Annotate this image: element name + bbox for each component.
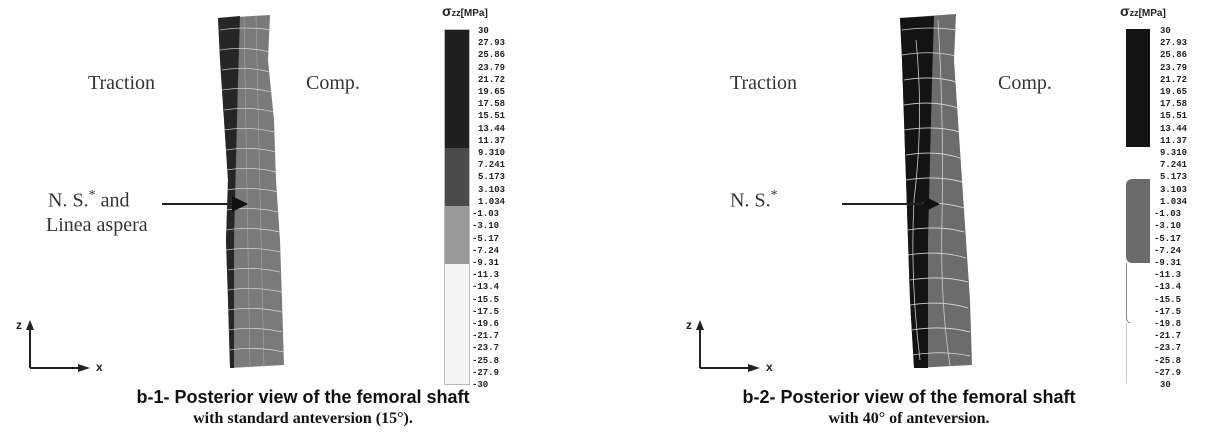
legend-value: -23.7 [472,343,500,354]
asterisk-marker: * [770,188,778,203]
legend-value: 9.310 [478,148,506,159]
legend-value: -13.4 [1154,282,1182,293]
traction-label: Traction [88,72,156,94]
legend-value: -19.8 [1154,318,1182,329]
legend-value: -19.6 [472,318,500,329]
legend-value: -7.24 [472,245,500,256]
neutral-surface-label: N. S.* [730,188,778,212]
legend-value: -17.5 [472,306,500,317]
legend-value: 27.93 [1160,38,1188,49]
legend-value: -1.03 [472,209,500,220]
legend-value: -3.10 [472,221,500,232]
legend-value: -21.7 [472,331,500,342]
legend-value: 3.103 [1160,184,1188,195]
pointer-arrow-line [842,203,926,205]
legend-value: 30 [1160,380,1171,390]
legend-color-scale [1126,29,1151,383]
legend-value: 19.65 [478,87,506,98]
legend-value: -27.9 [472,367,500,378]
femoral-shaft-image-b1 [218,15,285,369]
legend-value: 21.72 [478,74,506,85]
legend-value: 7.241 [478,160,506,171]
legend-value: -13.4 [472,282,500,293]
legend-value: 27.93 [478,38,506,49]
legend-value: -27.9 [1154,367,1182,378]
legend-value: 5.173 [478,172,506,183]
axes-arrows-icon [26,320,90,372]
neutral-surface-label: N. S.* and [48,188,130,212]
asterisk-marker: * [88,188,96,203]
legend-value: 13.44 [478,123,506,134]
legend-title: σzz[MPa] [442,3,488,19]
legend-value: 11.37 [1160,135,1188,146]
legend-value: 25.86 [1160,50,1188,61]
legend-value: -21.7 [1154,331,1182,342]
panel-b2: Traction Comp. N. S.* z x σzz[MPa] 30 27.… [606,0,1212,441]
legend-value: -1.03 [1154,209,1182,220]
legend-value: 3.103 [478,184,506,195]
legend-value: 30 [478,26,489,36]
femoral-shaft-image-b2 [900,14,972,368]
comp-label: Comp. [306,72,360,94]
legend-value: -3.10 [1154,221,1182,232]
legend-value: 25.86 [478,50,506,61]
caption-line2: with 40° of anteversion. [828,410,990,427]
caption-line1: b-1- Posterior view of the femoral shaft [136,387,470,407]
legend-value: -25.8 [1154,355,1182,366]
coordinate-axes: z x [686,318,782,383]
coordinate-axes: z x [16,318,112,383]
legend-title: σzz[MPa] [1120,3,1166,19]
legend-value: 1.034 [1160,196,1188,207]
caption-line2: with standard anteversion (15°). [193,410,413,427]
linea-aspera-label: Linea aspera [46,214,148,236]
legend-value: 9.310 [1160,148,1188,159]
legend-value: -30 [472,380,489,390]
legend-value: 7.241 [1160,160,1188,171]
legend-value: 23.79 [1160,62,1188,73]
legend-value: 21.72 [1160,74,1188,85]
legend-value: 23.79 [478,62,506,73]
legend-value: 30 [1160,26,1171,36]
axis-x-label: x [96,360,103,374]
legend-value: 17.58 [1160,99,1188,110]
legend-value: -7.24 [1154,245,1182,256]
pointer-arrow-icon [924,196,940,212]
legend-value: -17.5 [1154,306,1182,317]
legend-value: 1.034 [478,196,506,207]
legend-value: -23.7 [1154,343,1182,354]
legend-value: -15.5 [472,294,500,305]
legend-value: 17.58 [478,99,506,110]
pointer-arrow-icon [232,196,248,212]
comp-label: Comp. [998,72,1052,94]
axes-arrows-icon [696,320,760,372]
panel-b1: Traction Comp. N. S.* and Linea aspera z… [0,3,606,428]
caption-b2: b-2- Posterior view of the femoral shaft… [606,387,1212,428]
legend-value: -11.3 [472,270,500,281]
legend-value: 13.44 [1160,123,1188,134]
legend-value: -5.17 [1154,233,1182,244]
legend-value: -25.8 [472,355,500,366]
axis-x-label: x [766,360,773,374]
caption-b1: b-1- Posterior view of the femoral shaft… [0,387,606,428]
legend-value: -15.5 [1154,294,1182,305]
legend-value: 15.51 [1160,111,1188,122]
axis-z-label: z [16,318,22,332]
caption-line1: b-2- Posterior view of the femoral shaft [742,387,1076,407]
legend-value: 15.51 [478,111,506,122]
pointer-arrow-line [162,203,234,205]
traction-label: Traction [730,72,798,94]
legend-color-scale [444,29,470,385]
legend-value: -9.31 [1154,257,1182,268]
legend-value: 5.173 [1160,172,1188,183]
axis-z-label: z [686,318,692,332]
legend-value: -5.17 [472,233,500,244]
legend-value: 19.65 [1160,87,1188,98]
legend-value: -9.31 [472,257,500,268]
legend-value: 11.37 [478,135,506,146]
legend-value: -11.3 [1154,270,1182,281]
